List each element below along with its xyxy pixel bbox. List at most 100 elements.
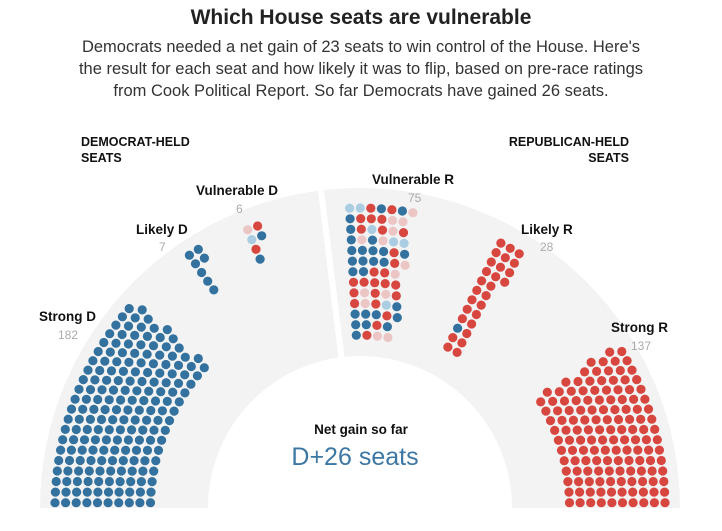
seat-dot-rep <box>587 405 597 415</box>
seat-dot-rep <box>495 262 506 272</box>
seat-dot-dem <box>100 405 110 415</box>
seat-dot-dem <box>347 256 357 266</box>
seat-dot-dem <box>60 424 70 434</box>
seat-dot-dem <box>174 397 184 407</box>
seat-dot-dem <box>148 359 158 369</box>
seat-dot-dem <box>132 386 142 396</box>
seat-dot-rep <box>572 425 582 435</box>
seat-dot-rep <box>580 367 590 377</box>
seat-dot-rep-light <box>400 260 410 270</box>
seat-dot-dem <box>162 396 172 406</box>
seat-dot-dem <box>142 331 152 341</box>
seat-dot-dem <box>75 455 85 466</box>
seat-dot-rep <box>581 456 591 466</box>
seat-dot-rep <box>578 445 589 455</box>
seat-dot-dem <box>155 332 165 343</box>
seat-dot-rep <box>627 476 637 487</box>
seat-dot-dem <box>102 375 112 385</box>
seat-dot-rep <box>650 424 660 434</box>
seat-dot-dem <box>63 414 73 424</box>
seat-dot-dem <box>97 385 107 395</box>
seat-dot-rep <box>643 404 654 414</box>
seat-dot-dem <box>130 367 140 377</box>
seat-dot-rep <box>658 466 668 476</box>
seat-dot-rep <box>391 280 401 290</box>
seat-dot-dem <box>136 358 146 368</box>
seat-dot-dem <box>167 351 177 361</box>
seat-dot-rep <box>505 243 515 253</box>
seat-dot-dem <box>361 309 371 319</box>
seat-dot-rep <box>575 498 585 508</box>
seat-dot-rep <box>587 435 597 445</box>
seat-dot-rep <box>586 498 596 508</box>
net-gain-label: Net gain so far <box>314 422 408 437</box>
seat-dot-rep-light <box>398 217 408 227</box>
seat-dot-rep <box>609 435 619 445</box>
group-count-vulnerable-r: 75 <box>408 191 422 205</box>
seat-dot-dem <box>184 250 194 260</box>
seat-dot-dem <box>139 396 149 406</box>
seat-dot-rep <box>589 445 600 455</box>
seat-dot-dem <box>95 466 105 476</box>
seat-dot-rep-light <box>372 331 382 341</box>
seat-dot-rep <box>600 445 610 455</box>
seat-dot-rep <box>486 281 496 291</box>
seat-dot-dem <box>88 356 98 366</box>
seat-dot-dem <box>121 445 131 455</box>
seat-dot-dem <box>186 361 196 372</box>
seat-dot-dem <box>123 405 133 415</box>
seat-dot-rep <box>356 214 366 224</box>
seat-dot-dem <box>72 487 82 497</box>
seat-dot-rep <box>576 435 586 445</box>
seat-dot-dem <box>138 425 148 435</box>
seat-dot-dem <box>350 309 360 319</box>
seat-dot-dem <box>180 352 190 362</box>
seat-dot-rep <box>377 214 387 224</box>
seat-dot-dem <box>71 424 81 435</box>
republican-held-label: REPUBLICAN-HELD SEATS <box>500 134 629 166</box>
seat-dot-dem <box>161 378 171 388</box>
seat-dot-rep <box>620 375 630 385</box>
seat-dot-dem <box>114 498 124 508</box>
seat-dot-dem <box>150 396 161 406</box>
seat-dot-dem <box>85 385 96 395</box>
seat-dot-dem <box>74 384 84 394</box>
seat-dot-rep <box>606 425 616 435</box>
seat-dot-dem <box>90 375 100 385</box>
seat-dot-dem <box>123 339 133 349</box>
seat-dot-dem-light <box>389 237 399 247</box>
seat-dot-rep <box>628 487 638 497</box>
seat-dot-dem <box>106 366 117 376</box>
seat-dot-dem <box>96 414 107 425</box>
seat-dot-rep <box>621 404 631 414</box>
seat-dot-rep <box>370 288 380 298</box>
side-label-line: SEATS <box>81 151 122 165</box>
seat-dot-dem <box>69 435 79 445</box>
seat-dot-dem <box>83 476 93 487</box>
seat-dot-rep <box>632 375 642 385</box>
seat-dot-rep <box>644 445 654 455</box>
seat-dot-rep-light <box>357 235 367 245</box>
seat-dot-dem <box>193 244 203 254</box>
seat-dot-rep <box>366 214 376 224</box>
seat-dot-dem <box>50 487 61 497</box>
seat-dot-rep <box>647 414 657 424</box>
seat-dot-rep <box>594 395 605 405</box>
seat-dot-rep <box>620 435 630 445</box>
seat-dot-dem <box>61 498 71 508</box>
seat-dot-rep-light <box>388 226 398 236</box>
seat-dot-rep <box>467 295 477 305</box>
seat-dot-dem <box>127 466 137 476</box>
seat-dot-rep <box>370 278 380 288</box>
seat-dot-dem <box>93 487 103 497</box>
seat-dot-rep-light <box>360 298 370 309</box>
seat-dot-dem <box>186 379 196 389</box>
seat-dot-dem <box>369 256 379 266</box>
seat-dot-rep <box>592 456 602 466</box>
seat-dot-dem <box>88 445 98 455</box>
group-count-likely-d: 7 <box>159 240 166 254</box>
seat-dot-dem <box>151 456 161 466</box>
seat-dot-rep <box>585 487 595 497</box>
seat-dot-dem <box>143 314 153 324</box>
seat-dot-rep <box>462 328 472 339</box>
